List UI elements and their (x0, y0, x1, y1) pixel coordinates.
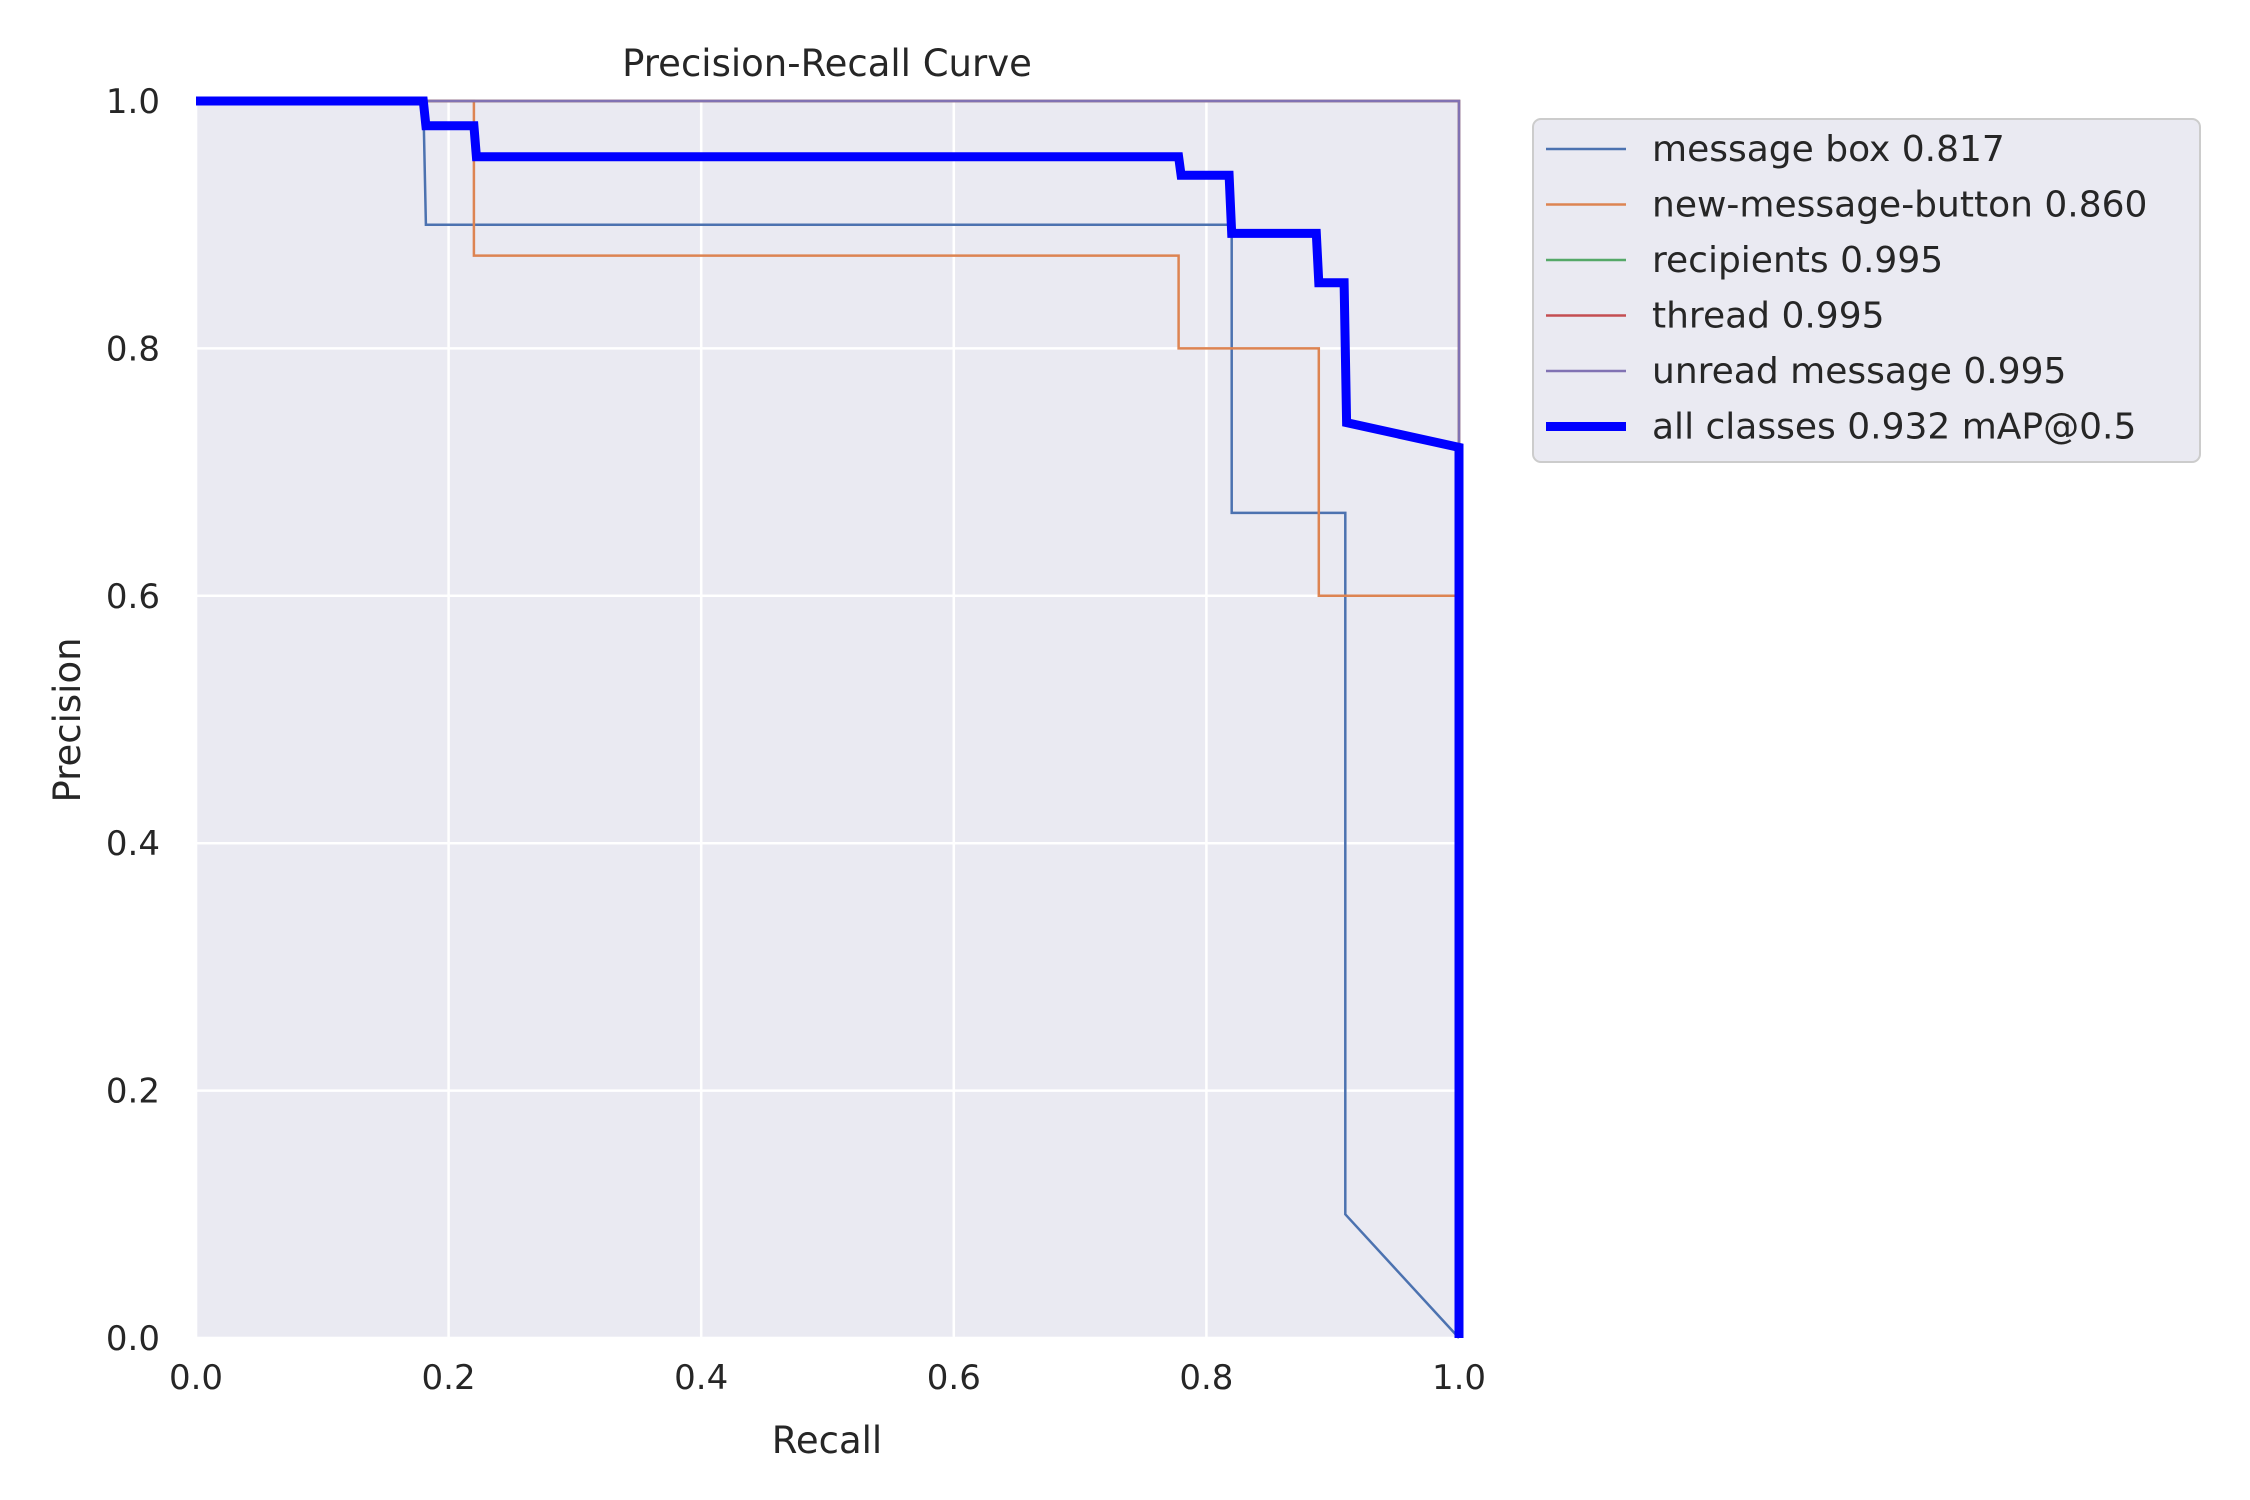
x-tick-label: 0.8 (1179, 1358, 1233, 1398)
y-tick-label: 0.8 (106, 329, 160, 369)
x-tick-label: 0.0 (169, 1358, 223, 1398)
y-tick-label: 0.6 (106, 577, 160, 617)
x-tick-label: 1.0 (1432, 1358, 1486, 1398)
legend-label-5: all classes 0.932 mAP@0.5 (1652, 407, 2136, 448)
y-tick-label: 0.4 (106, 824, 160, 864)
series-line-5 (196, 96, 1464, 1338)
y-tick-label: 1.0 (106, 82, 160, 122)
legend-frame (1532, 118, 2201, 463)
x-tick-label: 0.4 (674, 1358, 728, 1398)
legend-label-2: recipients 0.995 (1652, 240, 1943, 281)
y-axis-label: Precision (46, 637, 89, 802)
y-tick-label: 0.0 (106, 1319, 160, 1359)
x-tick-label: 0.2 (422, 1358, 476, 1398)
legend-label-3: thread 0.995 (1652, 296, 1885, 337)
series-layer (196, 96, 1464, 1339)
plot-background (196, 101, 1459, 1338)
legend-label-0: message box 0.817 (1652, 129, 2005, 170)
chart-title: Precision-Recall Curve (622, 42, 1032, 85)
legend-items: message box 0.817 new-message-button 0.86… (1546, 129, 2147, 448)
x-tick-label: 0.6 (927, 1358, 981, 1398)
x-tick-labels: 0.0 0.2 0.4 0.6 0.8 1.0 (169, 1358, 1486, 1398)
legend-label-1: new-message-button 0.860 (1652, 185, 2147, 226)
legend-label-4: unread message 0.995 (1652, 351, 2066, 392)
y-tick-label: 0.2 (106, 1072, 160, 1112)
x-axis-label: Recall (772, 1419, 882, 1462)
y-tick-labels: 0.0 0.2 0.4 0.6 0.8 1.0 (106, 82, 160, 1359)
legend: message box 0.817 new-message-button 0.86… (1532, 118, 2201, 463)
